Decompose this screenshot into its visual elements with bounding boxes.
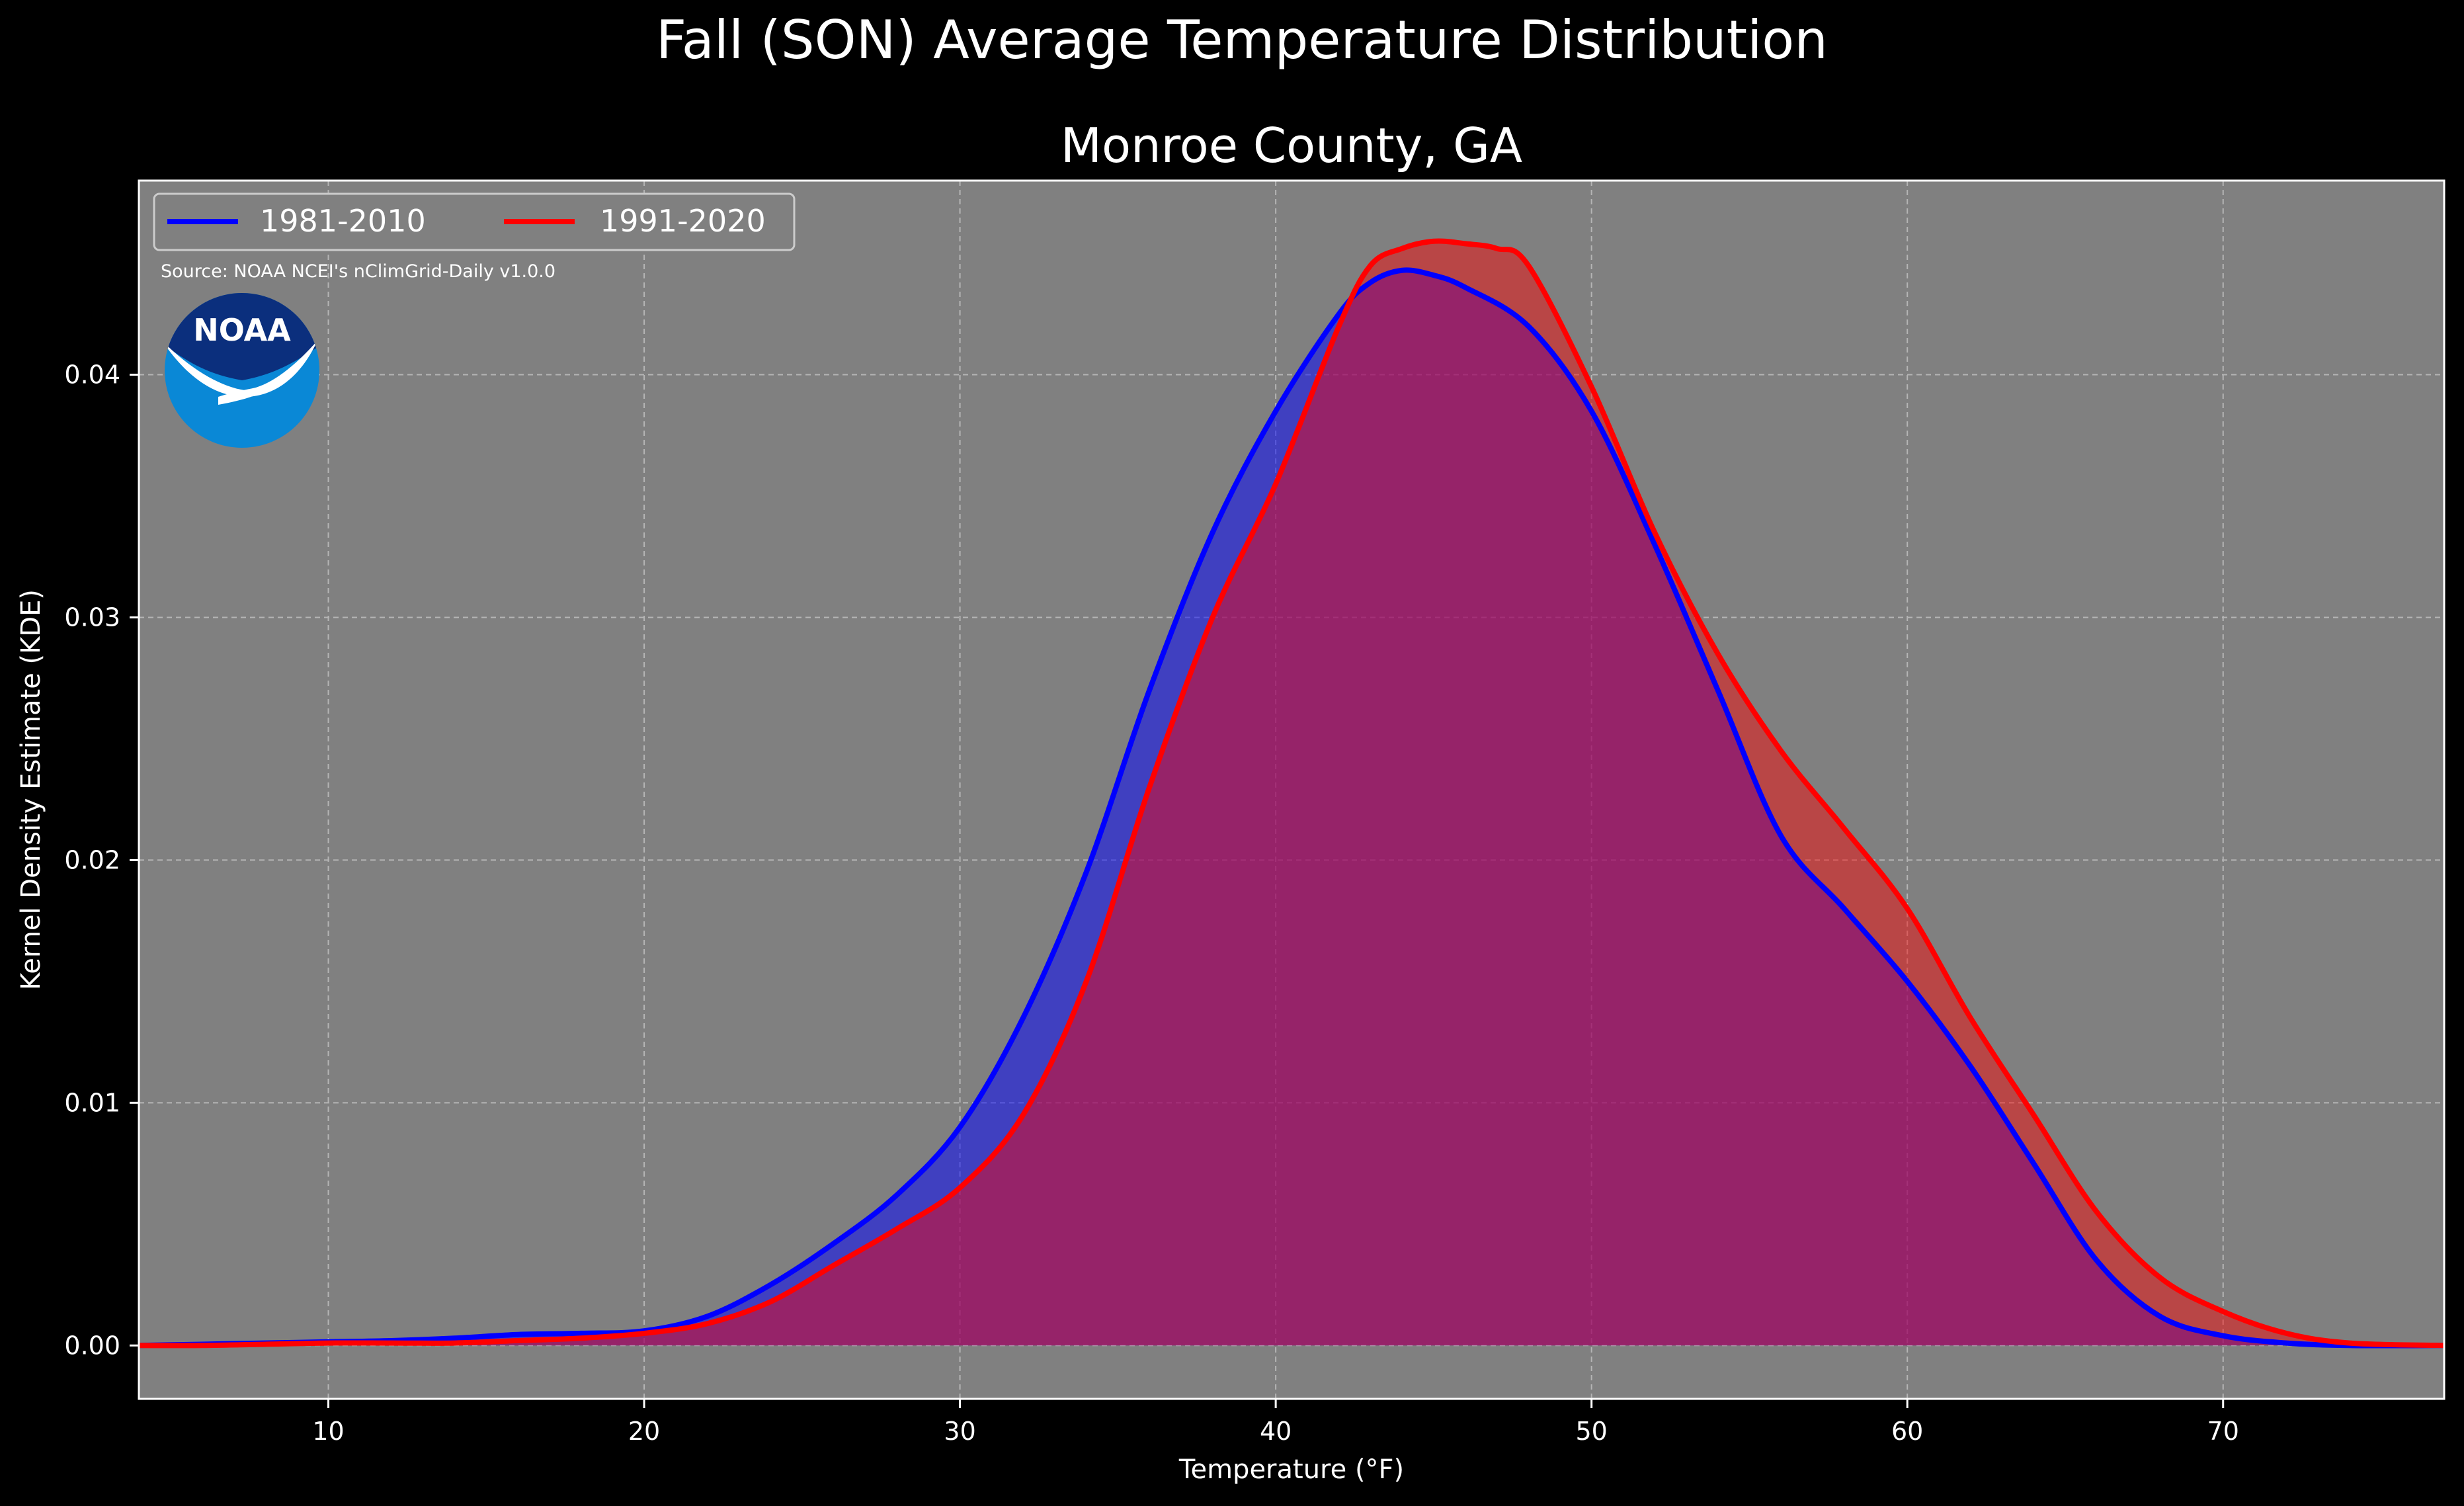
noaa-logo-text: NOAA (193, 312, 291, 348)
x-tick-label: 70 (2207, 1417, 2239, 1446)
plot-frame (138, 179, 2445, 1400)
y-axis-ticks: 0.00 0.01 0.02 0.03 0.04 (64, 360, 139, 1360)
x-axis-ticks: 10 20 30 40 50 60 70 (312, 1399, 2239, 1446)
x-tick-label: 50 (1575, 1417, 1607, 1446)
noaa-logo: NOAA (165, 293, 319, 448)
x-axis-label: Temperature (°F) (1178, 1454, 1404, 1485)
legend-label-1991-2020: 1991-2020 (600, 203, 766, 239)
chart-subtitle: Monroe County, GA (1061, 118, 1522, 173)
y-tick-label: 0.00 (64, 1331, 120, 1360)
y-axis-label: Kernel Density Estimate (KDE) (16, 589, 46, 990)
y-tick-label: 0.03 (64, 603, 120, 632)
density-areas (139, 241, 2444, 1346)
y-tick-label: 0.04 (64, 360, 120, 390)
y-tick-label: 0.02 (64, 845, 120, 874)
legend: 1981-2010 1991-2020 (153, 192, 796, 251)
area-1991-2020 (139, 241, 2444, 1346)
source-note: Source: NOAA NCEI's nClimGrid-Daily v1.0… (161, 261, 555, 282)
x-tick-label: 40 (1260, 1417, 1292, 1446)
legend-box (153, 192, 796, 251)
line-1981-2010 (138, 267, 2445, 1349)
density-lines (138, 238, 2445, 1349)
x-tick-label: 60 (1891, 1417, 1923, 1446)
legend-label-1981-2010: 1981-2010 (260, 203, 426, 239)
x-tick-label: 10 (312, 1417, 344, 1446)
chart-title: Fall (SON) Average Temperature Distribut… (656, 9, 1828, 71)
x-tick-label: 30 (944, 1417, 975, 1446)
area-1981-2010 (139, 270, 2444, 1346)
y-tick-label: 0.01 (64, 1088, 120, 1117)
line-1991-2020 (138, 238, 2445, 1349)
x-tick-label: 20 (628, 1417, 660, 1446)
